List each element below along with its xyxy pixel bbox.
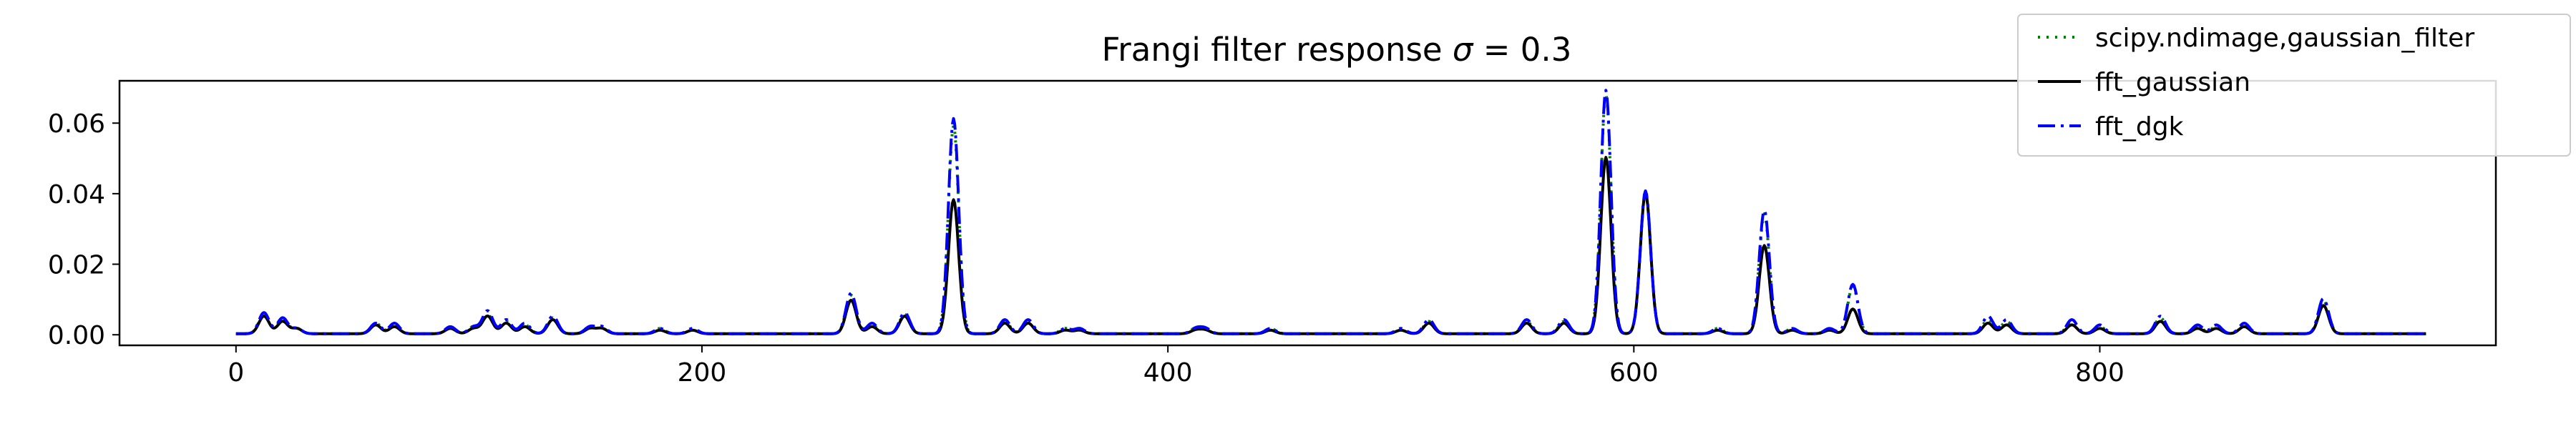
- axes: [118, 79, 2497, 347]
- y-tick-label: 0.02: [48, 251, 105, 280]
- plot-frame: [118, 79, 2497, 347]
- y-tick-label: 0.00: [48, 321, 105, 350]
- chart-title: Frangi filter response σ = 0.3: [1102, 31, 1572, 69]
- legend-box: [2017, 14, 2571, 157]
- x-tick-label: 800: [2075, 358, 2124, 388]
- x-tick-label: 200: [678, 358, 727, 388]
- legend: scipy.ndimage,gaussian_filter fft_gaussia…: [2017, 14, 2571, 157]
- tick-marks: 0 200 400 600 800 0.00 0.02 0.04 0.06: [48, 109, 2124, 388]
- x-tick-label: 400: [1143, 358, 1193, 388]
- series-line-fft-dgk: [235, 89, 2426, 335]
- legend-label: scipy.ndimage,gaussian_filter: [2095, 24, 2474, 53]
- series-lines: [235, 89, 2426, 335]
- x-tick-label: 0: [228, 358, 244, 388]
- legend-label: fft_dgk: [2095, 112, 2184, 142]
- y-tick-label: 0.06: [48, 109, 105, 139]
- y-tick-label: 0.04: [48, 180, 105, 209]
- x-tick-label: 600: [1609, 358, 1659, 388]
- legend-label: fft_gaussian: [2095, 68, 2250, 97]
